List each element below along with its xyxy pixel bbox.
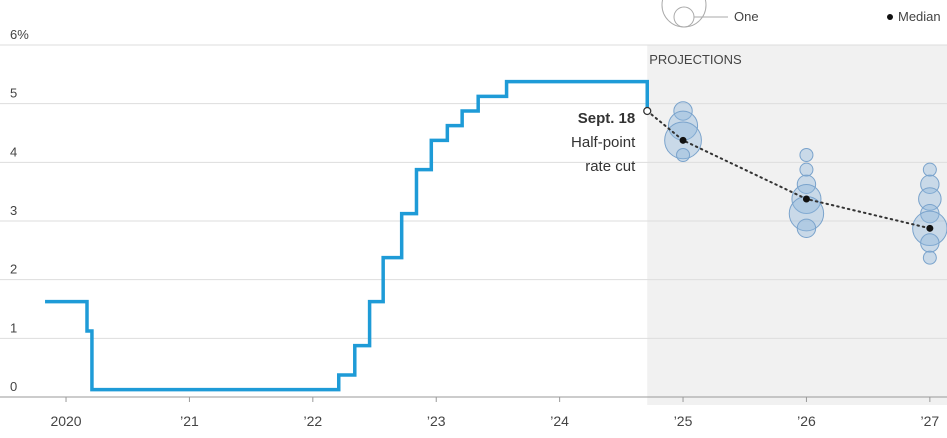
x-tick-label: ’23	[427, 413, 446, 429]
legend-median-label: Median	[898, 9, 941, 24]
legend: One Median	[661, 0, 941, 28]
legend-size-label: One	[734, 9, 759, 24]
x-tick-label: ’24	[550, 413, 569, 429]
median-dot	[679, 136, 687, 144]
y-tick-label: 2	[10, 262, 17, 277]
annotation: Half-point	[571, 134, 636, 151]
projections-label: PROJECTIONS	[649, 52, 742, 67]
y-tick-label: 5	[10, 86, 17, 101]
projection-bubble	[922, 162, 937, 177]
x-tick-label: 2020	[50, 413, 81, 429]
projection-bubble	[799, 148, 814, 162]
last-point	[643, 106, 652, 116]
rate-line	[45, 79, 650, 392]
x-tick-label: ’22	[303, 413, 322, 429]
annotation: Sept. 18	[578, 110, 636, 127]
projection-bubble	[918, 187, 942, 211]
median-dot	[926, 224, 934, 232]
median-dot	[802, 195, 810, 203]
legend-median-icon	[887, 14, 893, 20]
x-tick-label: ’21	[180, 413, 199, 429]
projection-bubble	[796, 218, 817, 239]
median-line	[646, 110, 931, 230]
projection-bubble	[922, 250, 937, 265]
y-tick-label: 0	[10, 379, 17, 394]
x-tick-label: ’25	[674, 413, 693, 429]
y-tick-label: 1	[10, 320, 17, 335]
annotation: rate cut	[585, 158, 636, 175]
projection-bubble	[799, 162, 814, 177]
x-tick-label: ’27	[921, 413, 940, 429]
projection-bubble	[676, 148, 691, 162]
x-tick-label: ’26	[797, 413, 816, 429]
projection-bubble	[920, 233, 940, 253]
y-tick-label: 6%	[10, 27, 29, 42]
projection-shade	[647, 45, 947, 405]
y-tick-label: 4	[10, 144, 17, 159]
y-tick-label: 3	[10, 203, 17, 218]
legend-size-icon	[661, 0, 707, 28]
legend-size-icon	[673, 6, 695, 28]
